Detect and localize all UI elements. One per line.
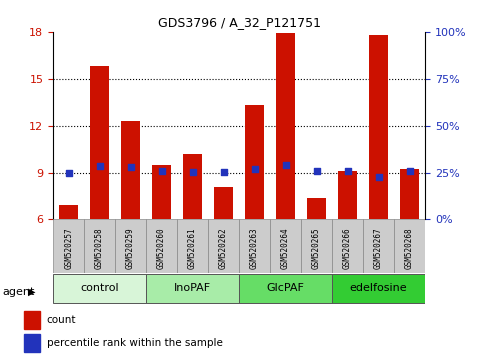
Point (65, 170, 72, 175)
Text: percentile rank within the sample: percentile rank within the sample (47, 338, 223, 348)
Bar (239, 219, 270, 273)
Bar (270, 219, 301, 273)
Bar (332, 219, 363, 273)
Text: GSM520263: GSM520263 (250, 227, 259, 269)
Text: GSM520266: GSM520266 (343, 227, 352, 269)
Text: GlcPAF: GlcPAF (267, 283, 304, 293)
Bar (115, 219, 146, 273)
Bar (24, 334, 40, 352)
Point (127, 164, 134, 170)
Bar (90, 66, 109, 219)
Text: GSM520259: GSM520259 (126, 227, 135, 269)
Bar (239, 274, 332, 303)
Text: GSM520265: GSM520265 (312, 227, 321, 269)
Bar (363, 219, 394, 273)
Text: control: control (80, 283, 119, 293)
Bar (59, 205, 78, 219)
Text: GSM520261: GSM520261 (188, 227, 197, 269)
Bar (245, 105, 264, 219)
Bar (307, 198, 326, 219)
Bar (184, 154, 202, 219)
Point (96, 163, 103, 169)
Point (282, 162, 289, 168)
Bar (53, 219, 84, 273)
Bar (394, 219, 425, 273)
Point (375, 175, 383, 180)
Title: GDS3796 / A_32_P121751: GDS3796 / A_32_P121751 (157, 16, 321, 29)
Text: edelfosine: edelfosine (350, 283, 407, 293)
Bar (400, 170, 419, 219)
Point (220, 169, 227, 175)
Bar (177, 219, 208, 273)
Text: ▶: ▶ (28, 287, 36, 297)
Bar (146, 274, 239, 303)
Bar (146, 219, 177, 273)
Text: GSM520262: GSM520262 (219, 227, 228, 269)
Bar (369, 35, 388, 219)
Bar (53, 274, 146, 303)
Bar (208, 219, 239, 273)
Text: agent: agent (2, 287, 35, 297)
Text: GSM520258: GSM520258 (95, 227, 104, 269)
Text: GSM520257: GSM520257 (64, 227, 73, 269)
Text: GSM520260: GSM520260 (157, 227, 166, 269)
Text: GSM520267: GSM520267 (374, 227, 383, 269)
Bar (301, 219, 332, 273)
Point (189, 169, 197, 175)
Bar (332, 274, 425, 303)
Point (158, 168, 166, 173)
Point (313, 168, 320, 174)
Bar (214, 187, 233, 219)
Point (344, 168, 352, 173)
Text: InoPAF: InoPAF (174, 283, 211, 293)
Bar (24, 311, 40, 329)
Bar (276, 33, 295, 219)
Bar (338, 171, 357, 219)
Bar (152, 165, 171, 219)
Text: count: count (47, 315, 76, 325)
Bar (84, 219, 115, 273)
Point (251, 166, 258, 172)
Text: GSM520268: GSM520268 (405, 227, 414, 269)
Point (406, 168, 413, 173)
Text: GSM520264: GSM520264 (281, 227, 290, 269)
Bar (121, 121, 140, 219)
